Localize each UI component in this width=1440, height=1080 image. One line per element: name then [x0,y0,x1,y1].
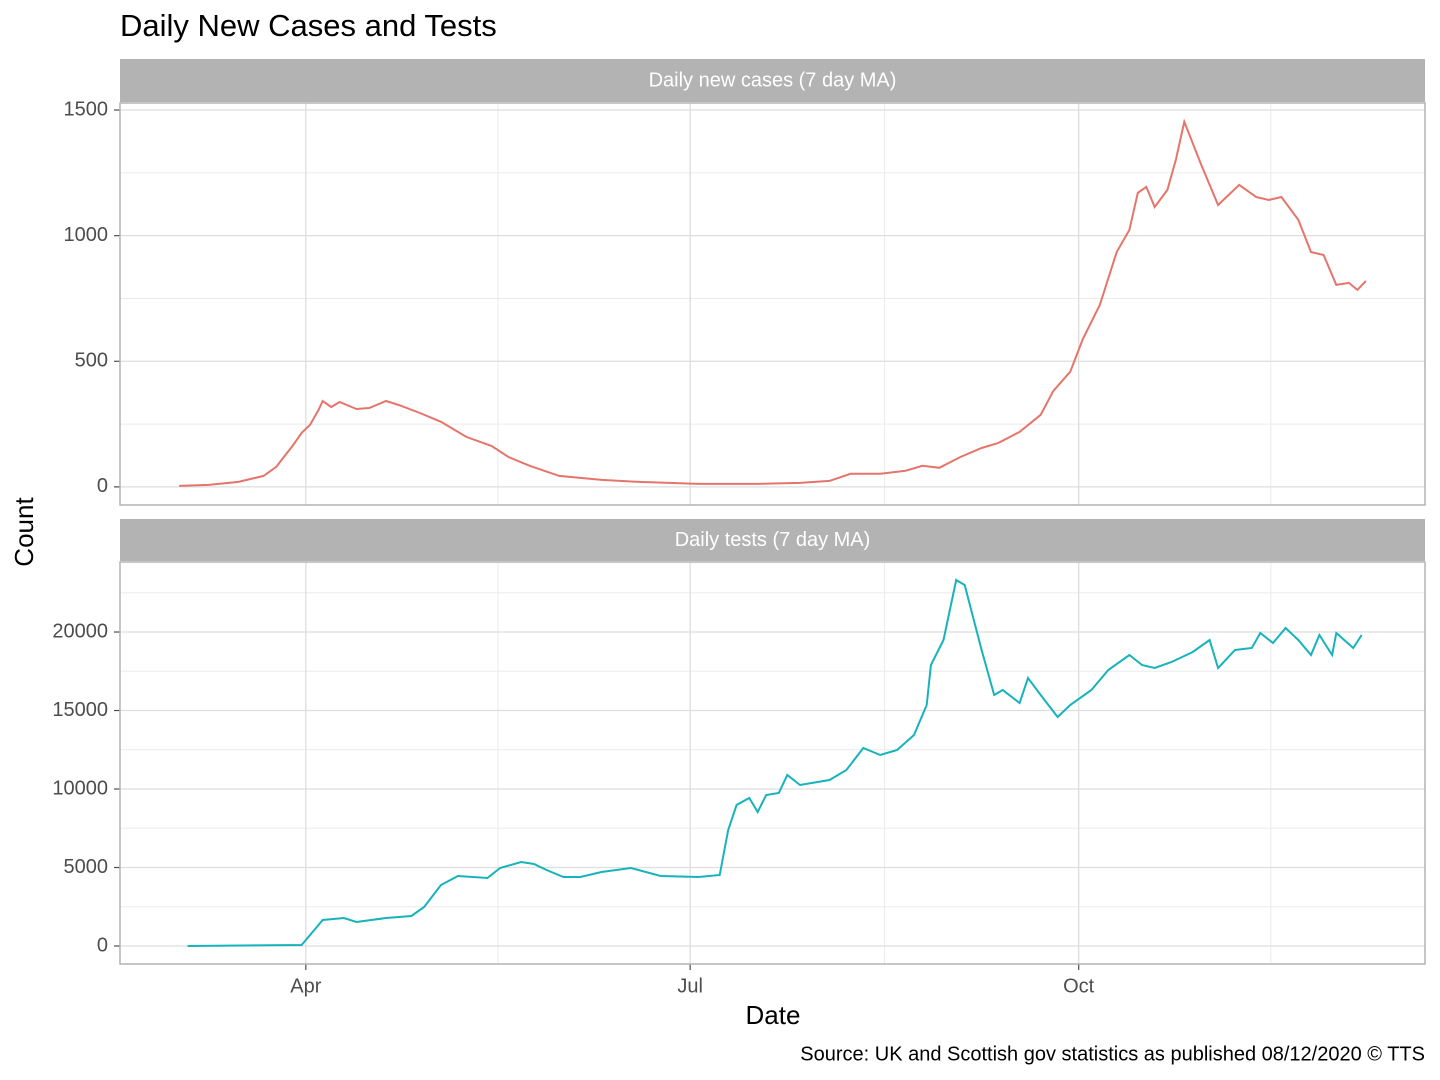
y-tick-label: 1500 [64,98,109,120]
strip-label: Daily new cases (7 day MA) [649,69,897,91]
strip-background [120,519,1425,561]
y-tick-label: 15000 [52,699,108,721]
chart-title: Daily New Cases and Tests [120,8,497,43]
y-tick-label: 5000 [64,856,109,878]
y-axis-label: Count [9,497,39,567]
y-tick-label: 1000 [64,224,109,246]
y-tick-label: 0 [97,934,108,956]
panel-border [119,561,1426,965]
y-tick-label: 0 [97,475,108,497]
strip-background [120,59,1425,102]
x-tick-label: Apr [290,975,321,997]
x-tick-label: Oct [1063,975,1095,997]
y-tick-label: 500 [75,350,108,372]
panel-border [119,102,1426,506]
y-tick-label: 20000 [52,620,108,642]
strip-label: Daily tests (7 day MA) [675,529,871,551]
y-tick-label: 10000 [52,777,108,799]
data-line [187,578,1363,947]
x-tick-label: Jul [677,975,703,997]
x-axis-label: Date [746,1000,801,1030]
data-line [179,118,1367,487]
source-note: Source: UK and Scottish gov statistics a… [800,1043,1425,1065]
